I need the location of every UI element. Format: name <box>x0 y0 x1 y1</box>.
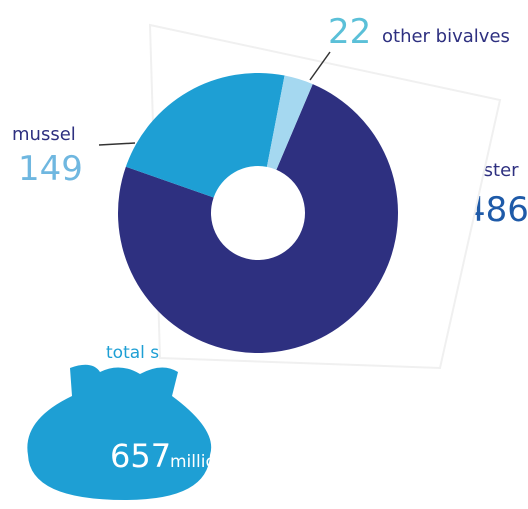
category-label: other bivalves <box>382 26 510 47</box>
total-value: 657 <box>110 437 171 475</box>
donut-slice <box>125 72 285 198</box>
donut-slice <box>266 75 313 170</box>
leader-line <box>98 142 136 146</box>
value-label: 22 <box>328 12 371 52</box>
total-unit: million euros <box>170 452 279 472</box>
category-label: mussel <box>12 124 76 145</box>
leader-line <box>309 51 331 81</box>
donut-slice <box>118 84 398 353</box>
value-label: 149 <box>18 149 83 189</box>
donut <box>118 72 398 353</box>
shell-shape <box>27 364 212 500</box>
